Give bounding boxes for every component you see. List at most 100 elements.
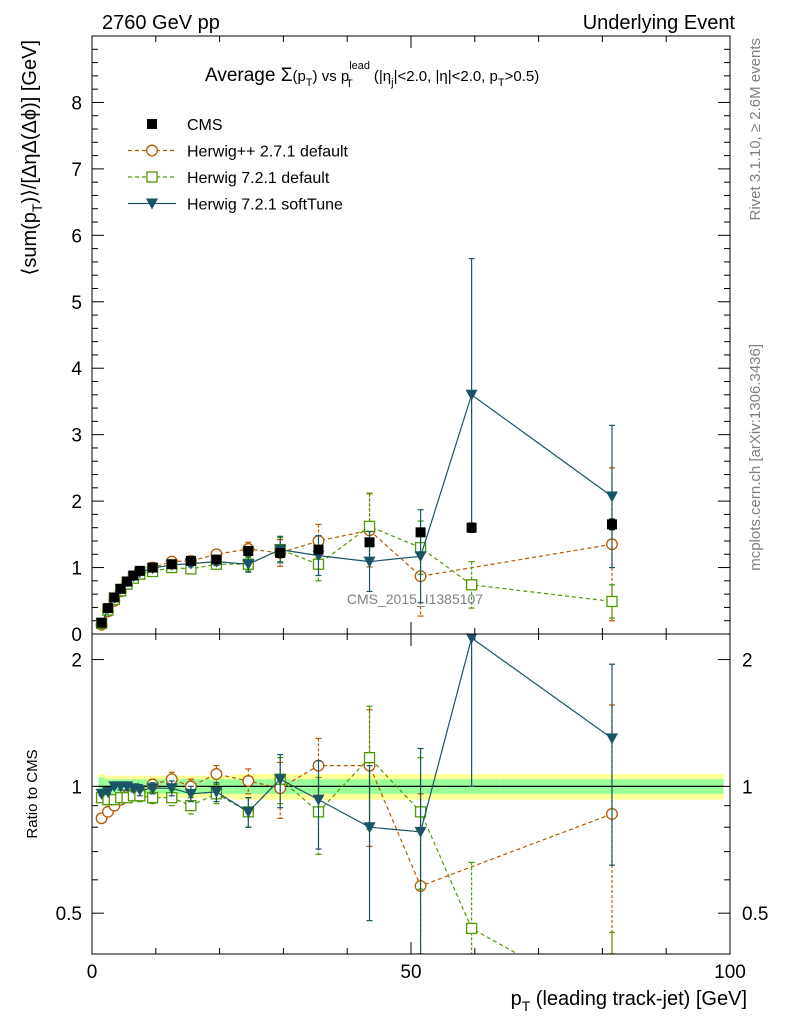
legend-marker — [146, 198, 158, 210]
legend-marker — [146, 171, 158, 183]
legend-label: Herwig++ 2.7.1 default — [187, 144, 349, 161]
data-point — [133, 785, 146, 797]
legend-item-herwig-2-7-1-default: Herwig++ 2.7.1 default — [128, 144, 349, 161]
series-line — [101, 393, 613, 624]
ratio-plot-frame — [91, 633, 731, 955]
ylabel-a: ⟨sum(p — [19, 212, 41, 275]
x-tick-label: 0 — [87, 962, 98, 983]
title-cuts3: >0.5) — [505, 68, 540, 85]
legend-label: Herwig 7.2.1 default — [187, 170, 330, 187]
data-point — [465, 389, 478, 401]
y-tick-label: 3 — [71, 426, 82, 447]
data-point — [184, 788, 197, 800]
side-text-mcplots: mcplots.cern.ch [arXiv:1306.3436] — [747, 344, 764, 571]
legend-marker — [146, 144, 158, 157]
title-sigma: Σ — [281, 65, 293, 86]
title-p-sub: T — [306, 77, 313, 89]
data-point — [242, 775, 255, 787]
series-herwig-7-2-1-default — [95, 705, 615, 954]
data-point — [465, 922, 478, 935]
header-right: Underlying Event — [583, 12, 736, 34]
title-lead-sub: T — [346, 78, 353, 90]
data-point — [242, 806, 255, 818]
title-lead-sup: lead — [349, 60, 370, 72]
y-tick-label-right: 2 — [742, 651, 753, 672]
series-line — [101, 529, 613, 625]
y-tick-label: 4 — [71, 359, 82, 380]
y-tick-label: 1 — [71, 777, 82, 798]
data-point — [465, 579, 478, 591]
data-point — [414, 551, 427, 563]
side-text-rivet: Rivet 3.1.10, ≥ 2.6M events — [747, 38, 764, 221]
data-point — [363, 556, 376, 568]
legend-label: CMS — [187, 117, 223, 134]
data-point — [363, 822, 376, 834]
data-point — [312, 794, 325, 806]
data-point — [466, 522, 477, 533]
data-point — [96, 617, 107, 628]
data-point — [363, 520, 376, 533]
title-prefix: Average — [205, 65, 281, 86]
data-point — [466, 634, 478, 645]
title-cuts1: (|η — [370, 68, 391, 85]
data-point — [101, 786, 114, 798]
xlabel-a: p — [511, 988, 522, 1010]
data-point — [414, 826, 427, 838]
xlabel-a-sub: T — [522, 998, 531, 1014]
series-herwig-2-7-1-default — [95, 704, 618, 954]
watermark-text: CMS_2015_I1385107 — [347, 591, 483, 607]
legend-marker — [147, 119, 157, 129]
y-tick-label: 8 — [71, 93, 82, 114]
data-point — [243, 545, 254, 556]
y-tick-label: 7 — [71, 160, 82, 181]
y-tick-label: 0 — [71, 625, 82, 646]
series-herwig-7-2-1-softtune — [95, 257, 618, 630]
ratio-plot-panel — [91, 633, 731, 955]
data-point — [185, 555, 196, 566]
y-tick-label: 1 — [71, 559, 82, 580]
data-point — [134, 565, 145, 576]
ratio-series-group — [95, 634, 618, 954]
main-series-group — [95, 257, 618, 631]
plot-title: Average Σ(pT) vs plead T (|ηj|<2.0, |η|<2… — [205, 60, 539, 90]
data-point — [605, 491, 618, 503]
data-point — [146, 783, 159, 795]
y-tick-label: 2 — [71, 651, 82, 672]
header-left: 2760 GeV pp — [102, 12, 220, 34]
title-p-close: ) — [313, 68, 318, 85]
data-point — [165, 783, 178, 795]
y-tick-label: 5 — [71, 293, 82, 314]
legend-item-cms: CMS — [147, 117, 223, 134]
data-point — [274, 774, 287, 786]
ratio-y-axis-label: Ratio to CMS — [24, 749, 41, 838]
series-cms — [96, 518, 617, 628]
y-tick-label-right: 1 — [742, 777, 753, 798]
series-line — [101, 525, 613, 624]
ylabel-a-sub: T — [29, 203, 45, 212]
ratio-y-tick-labels: 0.5 0.5 1 1 2 2 — [56, 651, 769, 926]
title-cuts2-sub: T — [498, 77, 505, 89]
legend-item-herwig-7-2-1-softtune: Herwig 7.2.1 softTune — [128, 197, 343, 214]
data-point — [122, 576, 133, 587]
title-p: (p — [292, 68, 305, 85]
title-cuts2: |<2.0, |η|<2.0, p — [394, 68, 498, 85]
data-point — [605, 733, 618, 745]
data-point — [313, 544, 324, 555]
data-point — [147, 562, 158, 573]
main-plot-panel — [91, 35, 731, 635]
series-herwig-7-2-1-softtune — [95, 634, 618, 954]
data-point — [210, 768, 223, 780]
y-tick-label-right: 0.5 — [742, 904, 768, 925]
data-point — [211, 554, 222, 565]
data-point — [102, 603, 113, 614]
data-point — [115, 583, 126, 594]
main-y-axis-label: ⟨sum(pT)⟩/[ΔηΔ(Δϕ)] [GeV] — [19, 40, 45, 275]
series-line — [101, 756, 519, 954]
title-vs: vs p — [318, 68, 350, 85]
data-point — [606, 595, 618, 608]
data-point — [364, 537, 375, 548]
title-cuts1-sub: j — [390, 77, 393, 89]
y-tick-label: 0.5 — [56, 904, 82, 925]
x-tick-label: 50 — [400, 962, 421, 983]
